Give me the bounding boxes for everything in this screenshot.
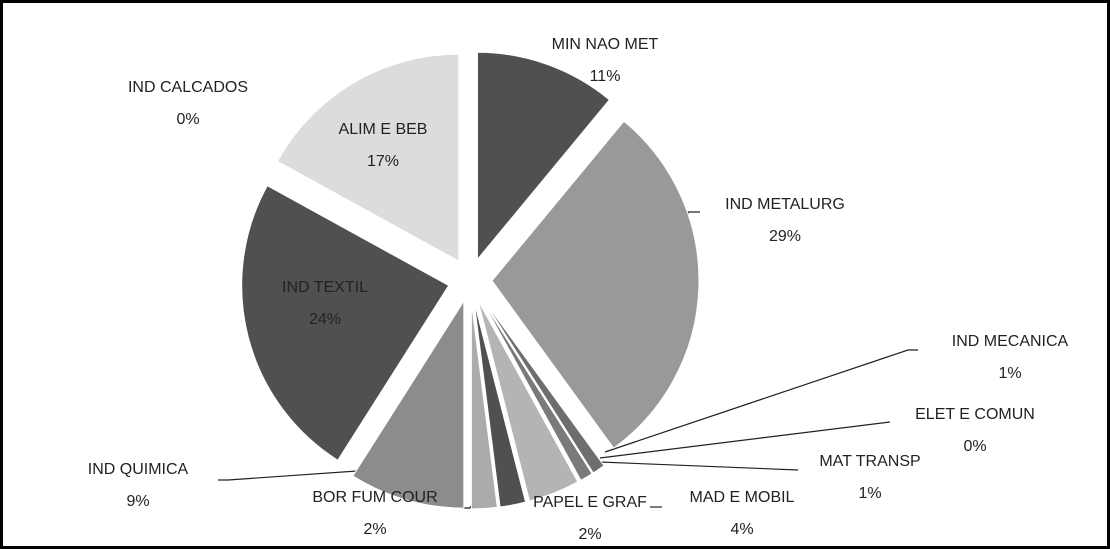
pie-slice xyxy=(481,297,605,474)
leader-line xyxy=(599,421,891,459)
pie-slice xyxy=(491,120,700,449)
pie-slice xyxy=(352,299,465,509)
pie-slice xyxy=(477,300,579,502)
slice-label: MAD E MOBIL xyxy=(690,489,795,506)
leader-line xyxy=(599,461,799,471)
slice-value-label: 29% xyxy=(769,228,801,245)
slice-label: IND TEXTIL xyxy=(282,279,368,296)
slice-label: IND QUIMICA xyxy=(88,461,189,478)
slice-value-label: 2% xyxy=(578,526,601,543)
slice-label: MAT TRANSP xyxy=(819,453,920,470)
pie-slice xyxy=(470,301,498,510)
pie-slice xyxy=(476,51,611,261)
slice-value-label: 17% xyxy=(367,153,399,170)
slice-label: IND CALCADOS xyxy=(128,79,248,96)
slice-value-label: 1% xyxy=(858,485,881,502)
slice-label: ALIM E BEB xyxy=(339,121,428,138)
pie-slice xyxy=(481,298,594,474)
slice-value-label: 24% xyxy=(309,311,341,328)
slice-value-label: 1% xyxy=(998,365,1021,382)
slice-value-label: 0% xyxy=(176,111,199,128)
slice-label: IND MECANICA xyxy=(952,333,1069,350)
slice-value-label: 9% xyxy=(126,493,149,510)
pie-slice xyxy=(480,298,593,482)
leader-line xyxy=(604,349,918,453)
slice-value-label: 2% xyxy=(363,521,386,538)
slice-label: BOR FUM COUR xyxy=(312,489,437,506)
pie-slice xyxy=(276,53,460,262)
slice-value-label: 0% xyxy=(963,438,986,455)
slice-value-label: 4% xyxy=(730,521,753,538)
leader-line xyxy=(218,467,401,481)
pie-slice xyxy=(473,301,527,508)
slice-value-label: 11% xyxy=(590,68,621,85)
slice-label: ELET E COMUN xyxy=(915,406,1035,423)
slice-label: MIN NAO MET xyxy=(552,36,659,53)
slice-label: PAPEL E GRAF xyxy=(533,494,647,511)
slice-label: IND METALURG xyxy=(725,196,845,213)
pie-slice xyxy=(241,185,450,461)
